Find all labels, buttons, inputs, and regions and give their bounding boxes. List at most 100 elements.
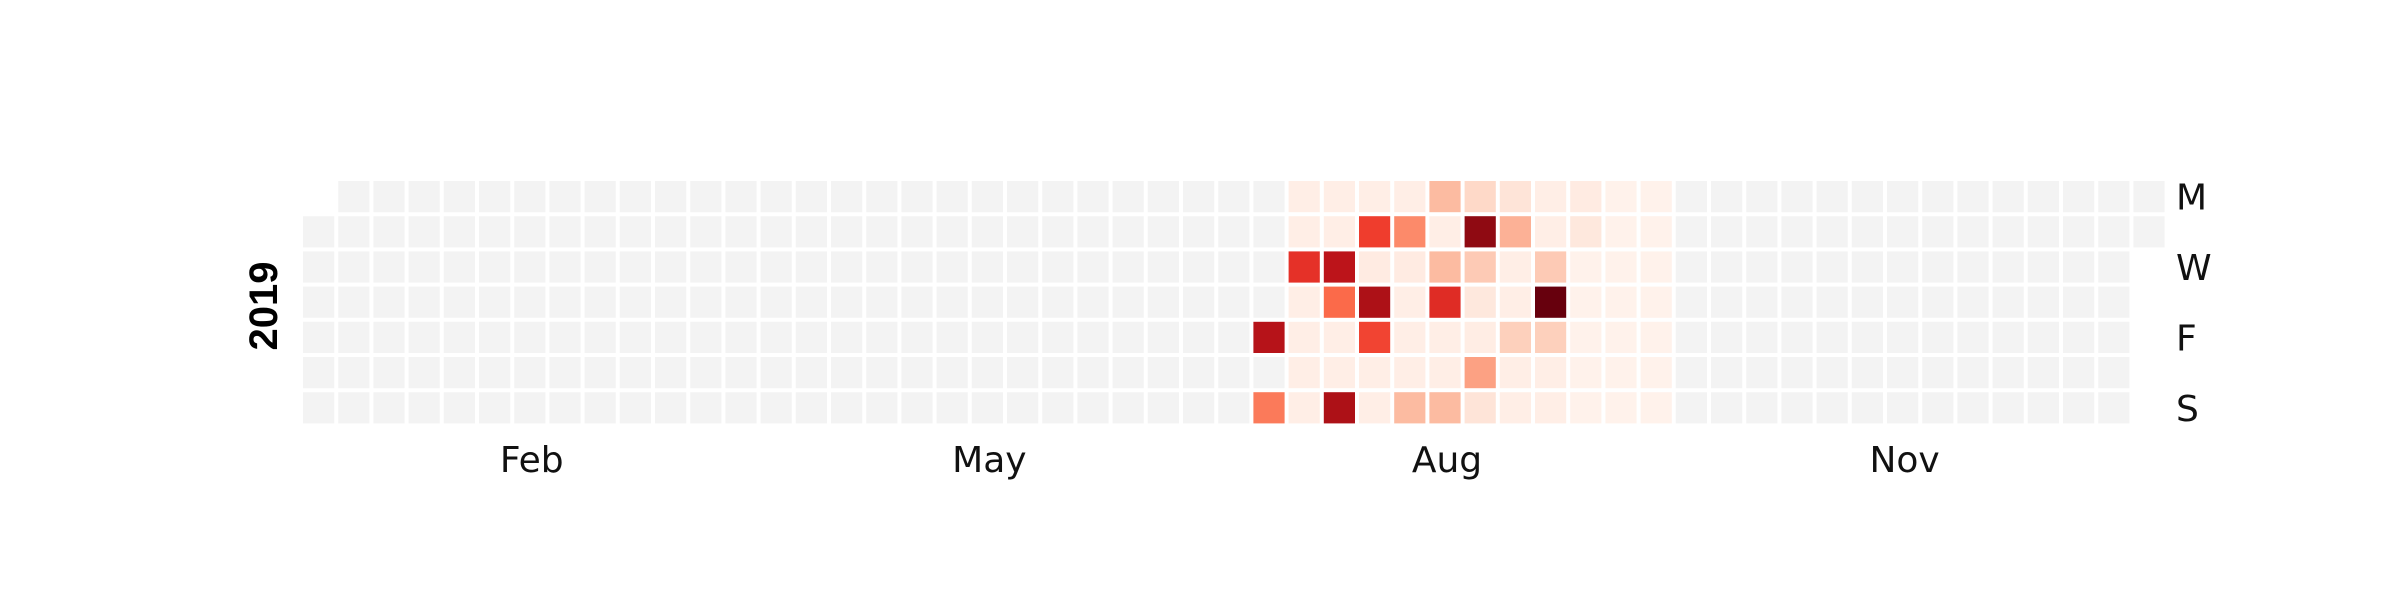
heatmap-cell xyxy=(373,357,405,389)
heatmap-cell xyxy=(1464,216,1496,248)
heatmap-cell xyxy=(901,321,933,353)
heatmap-cell xyxy=(725,251,757,283)
heatmap-cell xyxy=(584,321,616,353)
heatmap-cell xyxy=(1359,216,1391,248)
heatmap-cell xyxy=(1535,216,1567,248)
heatmap-cell xyxy=(655,216,687,248)
heatmap-cell xyxy=(866,392,898,424)
heatmap-cell xyxy=(655,321,687,353)
heatmap-cell xyxy=(1851,392,1883,424)
heatmap-cell xyxy=(971,321,1003,353)
heatmap-cell xyxy=(1218,286,1250,318)
heatmap-cell xyxy=(1359,181,1391,213)
heatmap-cell xyxy=(1535,357,1567,389)
heatmap-cell xyxy=(1992,357,2024,389)
heatmap-cell xyxy=(1077,286,1109,318)
heatmap-cell xyxy=(1077,181,1109,213)
heatmap-cell xyxy=(1394,321,1426,353)
heatmap-cell xyxy=(795,357,827,389)
heatmap-cell xyxy=(1957,321,1989,353)
heatmap-cell xyxy=(2063,321,2095,353)
heatmap-cell xyxy=(655,181,687,213)
heatmap-cell xyxy=(1781,321,1813,353)
heatmap-cell xyxy=(1746,216,1778,248)
heatmap-cell xyxy=(1007,286,1039,318)
heatmap-cell xyxy=(1288,392,1320,424)
heatmap-cell xyxy=(1887,392,1919,424)
heatmap-cell xyxy=(690,321,722,353)
heatmap-cell xyxy=(936,321,968,353)
heatmap-cell xyxy=(514,357,546,389)
heatmap-cell xyxy=(795,286,827,318)
heatmap-cell xyxy=(1851,357,1883,389)
heatmap-cell xyxy=(1957,392,1989,424)
heatmap-cell xyxy=(901,392,933,424)
heatmap-cell xyxy=(1253,321,1285,353)
heatmap-cell xyxy=(549,357,581,389)
heatmap-cell xyxy=(655,392,687,424)
heatmap-cell xyxy=(1535,392,1567,424)
heatmap-cell xyxy=(1605,216,1637,248)
heatmap-cell xyxy=(1112,286,1144,318)
heatmap-cell xyxy=(1957,181,1989,213)
heatmap-cell xyxy=(479,392,511,424)
heatmap-cell xyxy=(690,251,722,283)
heatmap-cell xyxy=(795,181,827,213)
heatmap-cell xyxy=(1816,251,1848,283)
heatmap-cell xyxy=(443,392,475,424)
heatmap-cell xyxy=(479,181,511,213)
heatmap-cell xyxy=(1429,392,1461,424)
heatmap-cell xyxy=(690,392,722,424)
heatmap-cell xyxy=(1323,251,1355,283)
heatmap-cell xyxy=(1570,181,1602,213)
heatmap-cell xyxy=(1218,357,1250,389)
heatmap-cell xyxy=(338,181,370,213)
heatmap-cell xyxy=(1887,321,1919,353)
heatmap-cell xyxy=(479,286,511,318)
heatmap-cell xyxy=(584,251,616,283)
heatmap-cell xyxy=(1359,251,1391,283)
heatmap-cell xyxy=(866,181,898,213)
heatmap-cell xyxy=(514,321,546,353)
heatmap-cell xyxy=(1605,357,1637,389)
heatmap-cell xyxy=(1183,216,1215,248)
heatmap-cell xyxy=(2098,216,2130,248)
heatmap-cell xyxy=(619,392,651,424)
heatmap-cell xyxy=(1499,321,1531,353)
heatmap-cell xyxy=(1851,216,1883,248)
heatmap-cell xyxy=(514,181,546,213)
heatmap-cell xyxy=(1183,321,1215,353)
heatmap-cell xyxy=(760,357,792,389)
heatmap-cell xyxy=(408,251,440,283)
heatmap-cell xyxy=(936,357,968,389)
heatmap-cell xyxy=(760,181,792,213)
heatmap-cell xyxy=(1570,251,1602,283)
heatmap-cell xyxy=(1464,251,1496,283)
heatmap-cell xyxy=(760,392,792,424)
heatmap-cell xyxy=(1112,216,1144,248)
heatmap-cell xyxy=(1147,216,1179,248)
heatmap-cell xyxy=(971,286,1003,318)
heatmap-cell xyxy=(795,251,827,283)
heatmap-cell xyxy=(1429,357,1461,389)
heatmap-cell xyxy=(1112,181,1144,213)
heatmap-cell xyxy=(443,251,475,283)
heatmap-cell xyxy=(549,216,581,248)
heatmap-cell xyxy=(2027,357,2059,389)
heatmap-cell xyxy=(408,216,440,248)
heatmap-cell xyxy=(1711,357,1743,389)
heatmap-cell xyxy=(1851,286,1883,318)
heatmap-cell xyxy=(1359,392,1391,424)
heatmap-cell xyxy=(971,392,1003,424)
heatmap-cell xyxy=(303,321,335,353)
heatmap-cell xyxy=(1675,181,1707,213)
heatmap-cell xyxy=(1323,321,1355,353)
heatmap-cell xyxy=(1992,321,2024,353)
heatmap-cell xyxy=(1253,181,1285,213)
heatmap-cell xyxy=(1675,357,1707,389)
heatmap-cell xyxy=(1887,216,1919,248)
heatmap-cell xyxy=(795,321,827,353)
heatmap-cell xyxy=(1183,181,1215,213)
heatmap-cell xyxy=(1711,216,1743,248)
heatmap-cell xyxy=(1605,321,1637,353)
